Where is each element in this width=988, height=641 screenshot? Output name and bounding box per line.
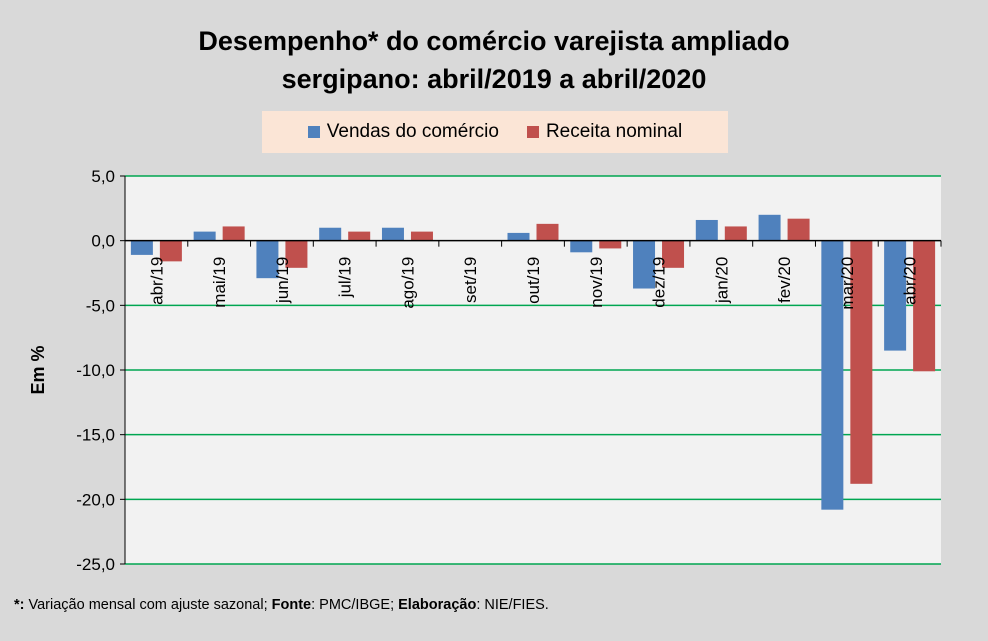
x-category-label: jan/20 (712, 257, 731, 304)
footnote-fonte-label: Fonte (271, 597, 312, 613)
footnote-star-text: Variação mensal com ajuste sazonal; (24, 597, 272, 613)
bar-receita-dez-19 (662, 240, 685, 268)
legend-swatch-receita (526, 126, 539, 138)
bar-receita-abr-20 (913, 240, 936, 372)
legend-label-vendas: Vendas do comércio (326, 121, 499, 142)
bar-vendas-ago-19 (381, 227, 404, 241)
bar-receita-mar-20 (850, 240, 873, 484)
x-category-label: jun/19 (273, 257, 292, 304)
footnote-fonte-text: : PMC/IBGE; (311, 597, 399, 613)
chart-title-line-1: Desempenho* do comércio varejista amplia… (198, 26, 790, 56)
y-tick-label: -5,0 (86, 296, 115, 315)
bar-receita-jan-20 (724, 226, 747, 241)
footnote-star: *: (14, 597, 25, 613)
legend-swatch-vendas (307, 126, 320, 138)
x-category-label: jul/19 (336, 257, 355, 299)
bar-vendas-fev-20 (758, 214, 781, 241)
chart-legend: Vendas do comércio Receita nominal (262, 111, 728, 153)
bar-receita-mai-19 (222, 226, 245, 241)
bar-vendas-mai-19 (193, 231, 216, 241)
bar-receita-abr-19 (159, 240, 182, 262)
x-category-label: mar/20 (838, 257, 857, 310)
y-tick-label: 5,0 (91, 167, 115, 186)
bar-vendas-jul-19 (319, 227, 342, 241)
y-tick-label: -15,0 (76, 426, 115, 445)
x-category-label: dez/19 (650, 257, 669, 308)
x-category-label: ago/19 (398, 257, 417, 309)
bar-vendas-jan-20 (695, 219, 718, 241)
chart-title: Desempenho* do comércio varejista amplia… (0, 22, 988, 98)
legend-item-vendas: Vendas do comércio (307, 121, 499, 143)
y-tick-label: 0,0 (91, 232, 115, 251)
bar-vendas-abr-19 (130, 240, 153, 255)
bar-vendas-nov-19 (570, 240, 593, 253)
legend-label-receita: Receita nominal (545, 121, 683, 142)
x-category-label: fev/20 (775, 257, 794, 303)
bar-receita-ago-19 (410, 231, 433, 241)
bar-receita-fev-20 (787, 218, 810, 241)
bar-vendas-abr-20 (884, 240, 907, 351)
footnote: *: Variação mensal com ajuste sazonal; F… (14, 597, 549, 613)
x-category-label: mai/19 (210, 257, 229, 308)
chart-title-line-2: sergipano: abril/2019 a abril/2020 (281, 64, 707, 94)
footnote-elab-text: : NIE/FIES. (476, 597, 549, 613)
bar-receita-out-19 (536, 223, 559, 241)
bar-vendas-out-19 (507, 232, 530, 241)
x-category-label: abr/19 (147, 257, 166, 305)
bar-vendas-dez-19 (633, 240, 656, 289)
bar-receita-jul-19 (348, 231, 371, 241)
bar-receita-nov-19 (599, 240, 622, 249)
y-tick-label: -10,0 (76, 361, 115, 380)
y-tick-label: -20,0 (76, 490, 115, 509)
x-category-label: out/19 (524, 257, 543, 304)
footnote-elab-label: Elaboração (398, 597, 477, 613)
bar-receita-jun-19 (285, 240, 308, 268)
bar-vendas-jun-19 (256, 240, 279, 279)
x-category-label: abr/20 (901, 257, 920, 305)
bar-vendas-mar-20 (821, 240, 844, 510)
y-axis-label: Em % (28, 345, 48, 394)
legend-item-receita: Receita nominal (526, 121, 683, 143)
x-category-label: set/19 (461, 257, 480, 303)
x-category-label: nov/19 (587, 257, 606, 308)
y-tick-label: -25,0 (76, 555, 115, 574)
